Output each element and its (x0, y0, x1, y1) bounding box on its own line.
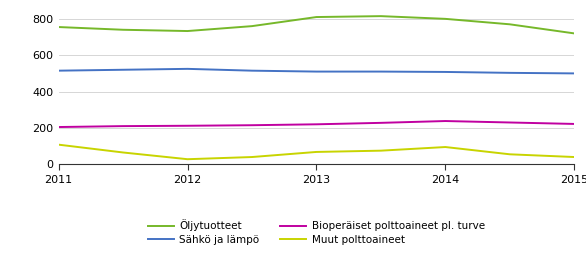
Sähkö ja lämpö (571, 72, 578, 75)
Bioperäiset polttoaineet pl. turve (248, 123, 255, 127)
Öljytuotteet (571, 32, 578, 35)
Öljytuotteet (120, 28, 127, 31)
Line: Öljytuotteet: Öljytuotteet (59, 16, 574, 33)
Sähkö ja lämpö (377, 70, 384, 73)
Muut polttoaineet (506, 153, 513, 156)
Muut polttoaineet (313, 150, 320, 153)
Bioperäiset polttoaineet pl. turve (442, 120, 449, 123)
Öljytuotteet (55, 25, 62, 29)
Bioperäiset polttoaineet pl. turve (377, 121, 384, 125)
Bioperäiset polttoaineet pl. turve (571, 122, 578, 126)
Sähkö ja lämpö (55, 69, 62, 72)
Öljytuotteet (377, 15, 384, 18)
Sähkö ja lämpö (506, 71, 513, 74)
Bioperäiset polttoaineet pl. turve (313, 123, 320, 126)
Muut polttoaineet (55, 143, 62, 146)
Muut polttoaineet (571, 156, 578, 159)
Line: Sähkö ja lämpö: Sähkö ja lämpö (59, 69, 574, 73)
Muut polttoaineet (248, 156, 255, 159)
Bioperäiset polttoaineet pl. turve (120, 125, 127, 128)
Öljytuotteet (248, 25, 255, 28)
Sähkö ja lämpö (120, 68, 127, 71)
Öljytuotteet (184, 29, 191, 33)
Öljytuotteet (506, 23, 513, 26)
Legend: Öljytuotteet, Sähkö ja lämpö, Bioperäiset polttoaineet pl. turve, Muut polttoain: Öljytuotteet, Sähkö ja lämpö, Bioperäise… (148, 219, 485, 245)
Sähkö ja lämpö (313, 70, 320, 73)
Bioperäiset polttoaineet pl. turve (55, 125, 62, 129)
Sähkö ja lämpö (248, 69, 255, 72)
Bioperäiset polttoaineet pl. turve (506, 121, 513, 124)
Line: Muut polttoaineet: Muut polttoaineet (59, 145, 574, 159)
Line: Bioperäiset polttoaineet pl. turve: Bioperäiset polttoaineet pl. turve (59, 121, 574, 127)
Muut polttoaineet (120, 151, 127, 154)
Muut polttoaineet (377, 149, 384, 152)
Öljytuotteet (442, 17, 449, 20)
Muut polttoaineet (442, 145, 449, 149)
Sähkö ja lämpö (184, 67, 191, 70)
Bioperäiset polttoaineet pl. turve (184, 124, 191, 127)
Öljytuotteet (313, 15, 320, 19)
Muut polttoaineet (184, 158, 191, 161)
Sähkö ja lämpö (442, 70, 449, 73)
